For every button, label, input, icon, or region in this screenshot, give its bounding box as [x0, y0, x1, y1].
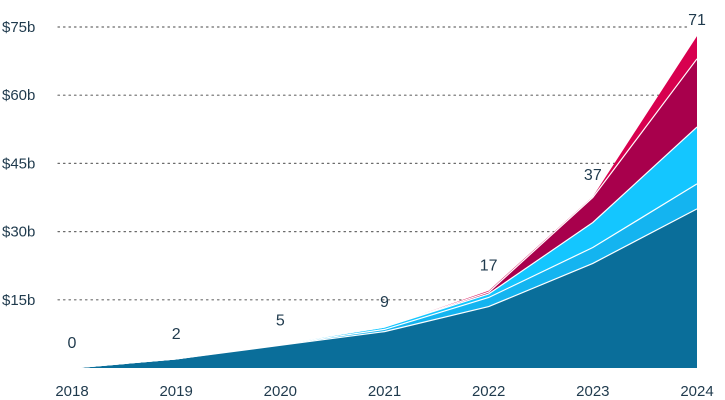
x-axis: 2018 2019 2020 2021 2022 2023 2024	[55, 383, 713, 400]
total-label: 9	[380, 294, 389, 311]
x-tick-label: 2021	[368, 383, 401, 400]
y-tick-label: $75b	[2, 19, 35, 36]
series-areas	[71, 36, 698, 369]
x-tick-label: 2019	[159, 383, 192, 400]
x-tick-label: 2018	[55, 383, 88, 400]
total-labels: 0 2 5 9 17 37 71	[68, 12, 706, 352]
total-label: 37	[584, 167, 602, 184]
x-tick-label: 2020	[264, 383, 297, 400]
x-tick-label: 2024	[680, 383, 713, 400]
y-tick-label: $45b	[2, 155, 35, 172]
total-label: 2	[172, 326, 181, 343]
x-tick-label: 2023	[576, 383, 609, 400]
total-label: 71	[688, 12, 706, 29]
total-label: 0	[68, 335, 77, 352]
series-separator-4	[71, 58, 698, 369]
series-area-1	[72, 208, 697, 368]
y-grid: $15b $30b $45b $60b $75b	[2, 19, 691, 309]
y-tick-label: $60b	[2, 87, 35, 104]
y-tick-label: $30b	[2, 224, 35, 241]
total-label: 17	[480, 258, 498, 275]
y-tick-label: $15b	[2, 292, 35, 309]
total-label: 5	[276, 312, 285, 329]
x-tick-label: 2022	[472, 383, 505, 400]
series-area-3	[72, 127, 697, 368]
